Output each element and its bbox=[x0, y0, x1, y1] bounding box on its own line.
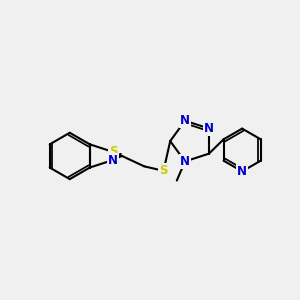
Text: N: N bbox=[180, 155, 190, 168]
Text: N: N bbox=[180, 114, 190, 127]
Text: S: S bbox=[109, 146, 117, 158]
Text: N: N bbox=[108, 154, 118, 166]
Text: S: S bbox=[159, 164, 168, 177]
Text: N: N bbox=[204, 122, 214, 135]
Text: N: N bbox=[237, 165, 247, 178]
